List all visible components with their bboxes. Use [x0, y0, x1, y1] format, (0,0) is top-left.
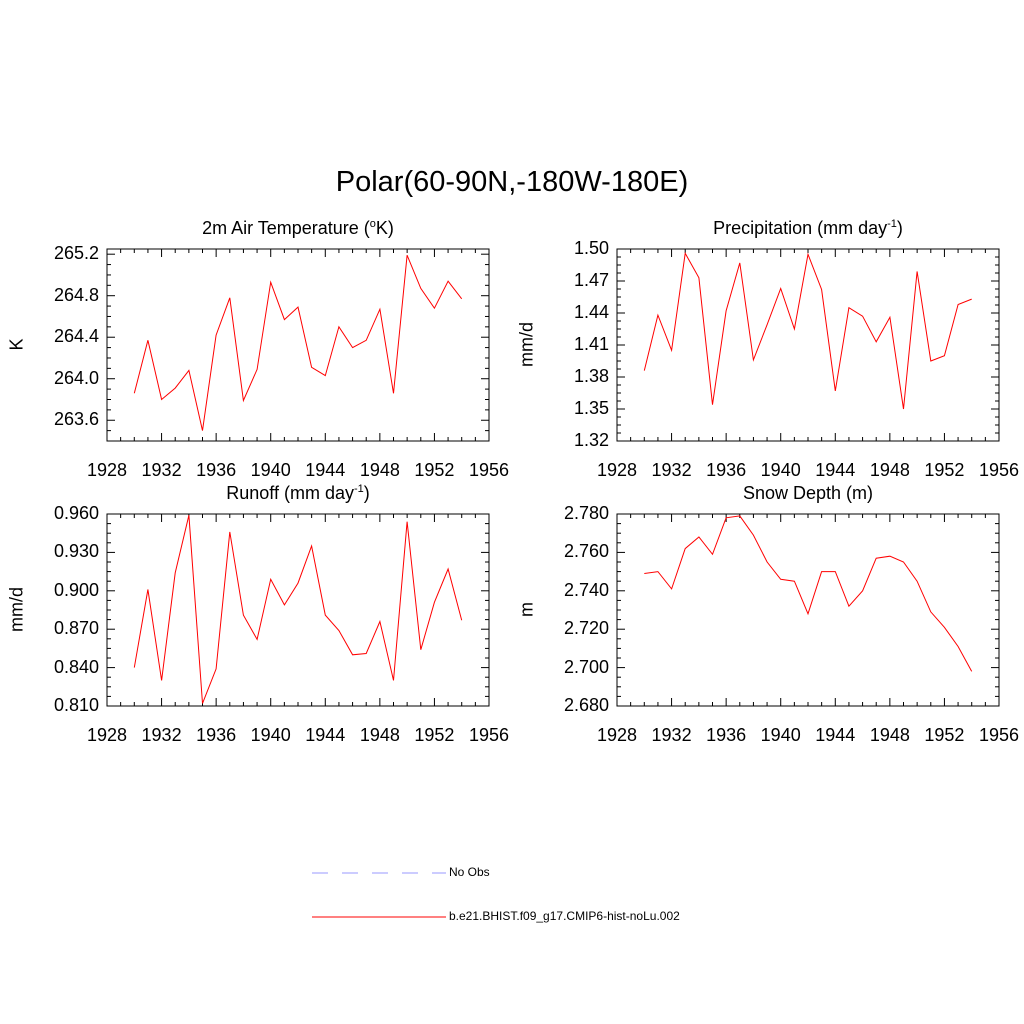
x-tick-label: 1940 — [760, 460, 801, 480]
y-tick-label: 0.810 — [53, 695, 99, 715]
plot-frame — [616, 513, 1000, 707]
series-line-model — [133, 515, 463, 704]
y-tick-label: 265.2 — [53, 243, 99, 264]
y-tick-label: 1.47 — [573, 270, 609, 290]
plot-frame — [616, 248, 1000, 442]
x-tick-label: 1952 — [924, 460, 965, 480]
series-line-model — [644, 515, 973, 672]
y-tick-label: 1.35 — [573, 398, 609, 418]
series-line-model — [133, 255, 463, 431]
panel-title-text: 2m Air Temperature ( — [202, 218, 370, 238]
x-tick-label: 1940 — [760, 725, 801, 745]
x-tick-label: 1948 — [869, 725, 910, 745]
y-tick-label: 1.41 — [573, 334, 609, 354]
x-tick-label: 1948 — [359, 460, 400, 480]
panel-title-suffix: K) — [375, 218, 394, 238]
x-tick-label: 1932 — [651, 725, 692, 745]
y-tick-label: 2.700 — [563, 656, 609, 677]
y-tick-label: 2.740 — [563, 579, 609, 600]
panel-title-text: Snow Depth (m) — [742, 483, 874, 503]
x-tick-label: 1948 — [359, 725, 400, 745]
panel-title-superscript: -1 — [887, 218, 897, 230]
x-tick-label: 1956 — [978, 460, 1020, 480]
x-tick-label: 1928 — [596, 460, 638, 480]
panel-title-text: Runoff (mm day — [226, 483, 354, 503]
panel-title: 2m Air Temperature (oK) — [107, 218, 489, 239]
figure-title: Polar(60-90N,-180W-180E) — [335, 166, 689, 198]
panel-title-suffix: ) — [896, 218, 903, 238]
y-tick-label: 1.38 — [573, 366, 609, 386]
x-tick-label: 1956 — [468, 725, 510, 745]
panel-title-text: Precipitation (mm day — [713, 218, 888, 238]
panel-title-suffix: ) — [363, 483, 370, 503]
y-tick-label: 264.4 — [53, 326, 99, 347]
y-tick-label: 2.680 — [563, 695, 609, 715]
y-tick-label: 0.840 — [53, 656, 99, 677]
x-tick-label: 1936 — [706, 460, 747, 480]
y-tick-label: 0.960 — [53, 503, 99, 523]
y-tick-label: 264.0 — [53, 367, 99, 388]
x-tick-label: 1944 — [815, 725, 856, 745]
x-tick-label: 1944 — [305, 460, 346, 480]
y-tick-label: 1.50 — [573, 238, 609, 258]
x-tick-label: 1928 — [86, 460, 128, 480]
y-tick-label: 1.32 — [573, 430, 609, 450]
panel-title: Runoff (mm day-1) — [107, 483, 489, 504]
x-tick-label: 1952 — [414, 725, 455, 745]
y-tick-label: 0.930 — [53, 541, 99, 562]
x-tick-label: 1940 — [250, 460, 291, 480]
x-tick-label: 1936 — [196, 725, 237, 745]
y-tick-label: 1.44 — [573, 302, 609, 322]
x-tick-label: 1932 — [141, 460, 182, 480]
y-tick-label: 2.760 — [563, 541, 609, 562]
x-tick-label: 1944 — [305, 725, 346, 745]
x-tick-label: 1932 — [141, 725, 182, 745]
panel-title: Precipitation (mm day-1) — [617, 218, 999, 239]
legend-label-model: b.e21.BHIST.f09_g17.CMIP6-hist-noLu.002 — [449, 909, 680, 923]
panel-title-superscript: -1 — [353, 483, 364, 495]
y-tick-label: 0.900 — [53, 579, 99, 600]
x-tick-label: 1952 — [924, 725, 965, 745]
plot-frame — [106, 248, 490, 442]
x-tick-label: 1932 — [651, 460, 692, 480]
x-tick-label: 1928 — [86, 725, 128, 745]
x-tick-label: 1936 — [706, 725, 747, 745]
x-tick-label: 1936 — [196, 460, 237, 480]
y-tick-label: 263.6 — [53, 409, 99, 430]
y-tick-label: 264.8 — [53, 284, 99, 305]
y-tick-label: 2.720 — [563, 618, 609, 639]
y-tick-label: 0.870 — [53, 618, 99, 639]
panel-title-superscript: o — [369, 218, 376, 230]
x-tick-label: 1928 — [596, 725, 638, 745]
panel-title: Snow Depth (m) — [617, 483, 999, 504]
legend-label-obs: No Obs — [449, 865, 490, 879]
x-tick-label: 1944 — [815, 460, 856, 480]
x-tick-label: 1952 — [414, 460, 455, 480]
x-tick-label: 1956 — [468, 460, 510, 480]
x-tick-label: 1940 — [250, 725, 291, 745]
x-tick-label: 1956 — [978, 725, 1020, 745]
series-line-model — [643, 251, 972, 410]
y-tick-label: 2.780 — [563, 503, 609, 523]
x-tick-label: 1948 — [869, 460, 910, 480]
